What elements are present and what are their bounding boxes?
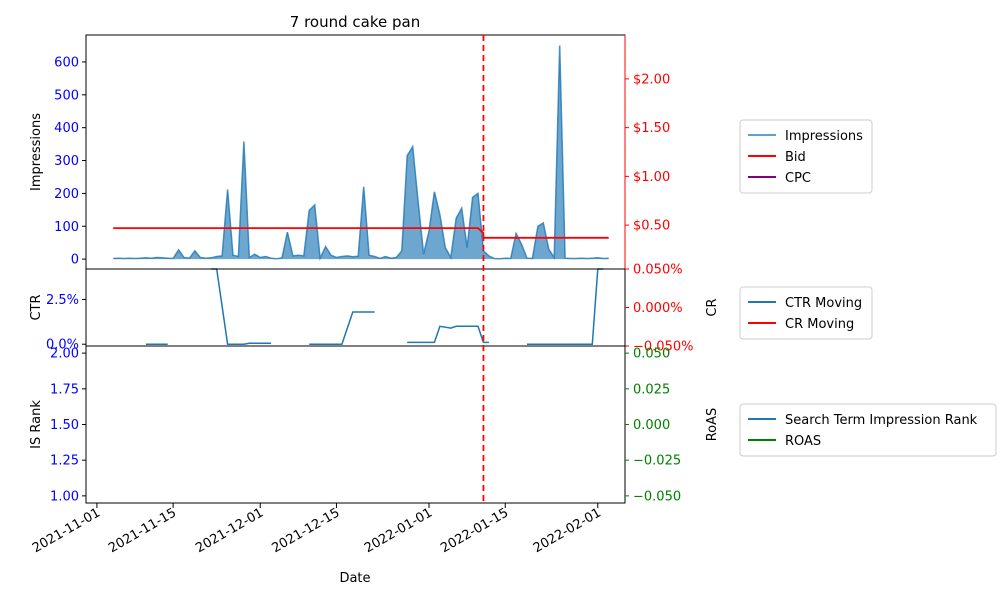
y-tick-label-bottom: 1.25 bbox=[50, 454, 79, 469]
legend-label-ctr-moving: CTR Moving bbox=[785, 296, 862, 311]
y-tick-label-top: 300 bbox=[54, 154, 79, 169]
x-tick-label: 2021-12-01 bbox=[193, 505, 266, 556]
plot-frame-middle bbox=[85, 268, 626, 347]
y2-tick-label-top: $0.50 bbox=[633, 219, 670, 234]
ctr-moving-segment-0 bbox=[211, 268, 272, 345]
legend-box-middle bbox=[739, 286, 873, 340]
y2-tick-label-top: $2.00 bbox=[633, 72, 670, 87]
legend-top: Impressions Bid CPC bbox=[739, 119, 873, 194]
impressions-line bbox=[113, 45, 609, 261]
ctr-moving-segment-4 bbox=[527, 268, 604, 345]
y-tick-label-bottom: 2.00 bbox=[50, 347, 79, 362]
y2-tick-label-top: $1.50 bbox=[633, 121, 670, 136]
legend-bottom: Search Term Impression Rank ROAS bbox=[739, 403, 997, 457]
y-tick-label-top: 600 bbox=[54, 55, 79, 70]
y2-tick-label-bottom: 0.025 bbox=[633, 382, 670, 397]
x-tick-label: 2022-01-01 bbox=[362, 505, 435, 556]
y2-tick-label-middle: −0.050% bbox=[633, 340, 693, 355]
y-tick-label-bottom: 1.75 bbox=[50, 382, 79, 397]
y2-axis-label-bottom: RoAS bbox=[705, 408, 720, 442]
legend-label-bid: Bid bbox=[785, 150, 806, 165]
y2-tick-label-bottom: 0.050 bbox=[633, 347, 670, 362]
legend-label-roas: ROAS bbox=[785, 434, 821, 449]
y2-tick-label-bottom: −0.025 bbox=[633, 454, 681, 469]
y2-tick-label-middle: 0.000% bbox=[633, 301, 683, 316]
panel-top: 0 100 200 300 400 500 600 $0.50 $1.00 $1.50 $2.00 I… bbox=[29, 34, 873, 270]
bid-line bbox=[113, 227, 609, 239]
y2-axis-label-middle: CR bbox=[705, 298, 720, 316]
y-axis-label-top: Impressions bbox=[29, 113, 44, 191]
y-tick-label-bottom: 1.50 bbox=[50, 418, 79, 433]
y2-tick-label-bottom: −0.050 bbox=[633, 489, 681, 504]
x-axis-label: Date bbox=[339, 571, 370, 586]
y-tick-label-middle: 2.5% bbox=[46, 293, 79, 308]
y2-tick-label-bottom: 0.000 bbox=[633, 418, 670, 433]
panel-middle: 0.0% 2.5% −0.050% 0.000% 0.050% CTR CR CTR Movi… bbox=[29, 263, 873, 355]
y-tick-label-bottom: 1.00 bbox=[50, 489, 79, 504]
legend-label-cpc: CPC bbox=[785, 171, 811, 186]
y2-tick-label-top: $1.00 bbox=[633, 170, 670, 185]
legend-label-cr-moving: CR Moving bbox=[785, 317, 854, 332]
plot-frame-bottom bbox=[85, 345, 626, 504]
legend-middle: CTR Moving CR Moving bbox=[739, 286, 873, 340]
ctr-moving-segment-2 bbox=[309, 311, 375, 345]
ctr-moving-segment-3 bbox=[407, 325, 489, 344]
legend-box-top bbox=[739, 119, 873, 194]
x-tick-label: 2021-12-15 bbox=[270, 505, 343, 556]
panel-bottom: 1.00 1.25 1.50 1.75 2.00 −0.050 −0.025 0.000 0.0… bbox=[29, 345, 997, 504]
y-tick-label-top: 400 bbox=[54, 121, 79, 136]
y2-tick-label-middle: 0.050% bbox=[633, 263, 683, 278]
legend-box-bottom bbox=[739, 403, 997, 457]
y-axis-label-middle: CTR bbox=[29, 294, 44, 320]
y-tick-label-middle: 0.0% bbox=[46, 338, 79, 353]
y-tick-label-top: 500 bbox=[54, 88, 79, 103]
y-tick-label-top: 0 bbox=[71, 253, 79, 268]
legend-label-search-term-impression-rank: Search Term Impression Rank bbox=[785, 413, 978, 428]
x-tick-label: 2021-11-15 bbox=[106, 505, 179, 556]
chart-title: 7 round cake pan bbox=[290, 13, 420, 31]
y-axis-label-bottom: IS Rank bbox=[29, 400, 44, 449]
y-tick-label-top: 100 bbox=[54, 220, 79, 235]
y-tick-label-top: 200 bbox=[54, 187, 79, 202]
x-tick-label: 2022-01-15 bbox=[438, 505, 511, 556]
legend-label-impressions: Impressions bbox=[785, 129, 863, 144]
x-tick-label: 2021-11-01 bbox=[30, 505, 103, 556]
x-tick-label: 2022-02-01 bbox=[531, 505, 604, 556]
